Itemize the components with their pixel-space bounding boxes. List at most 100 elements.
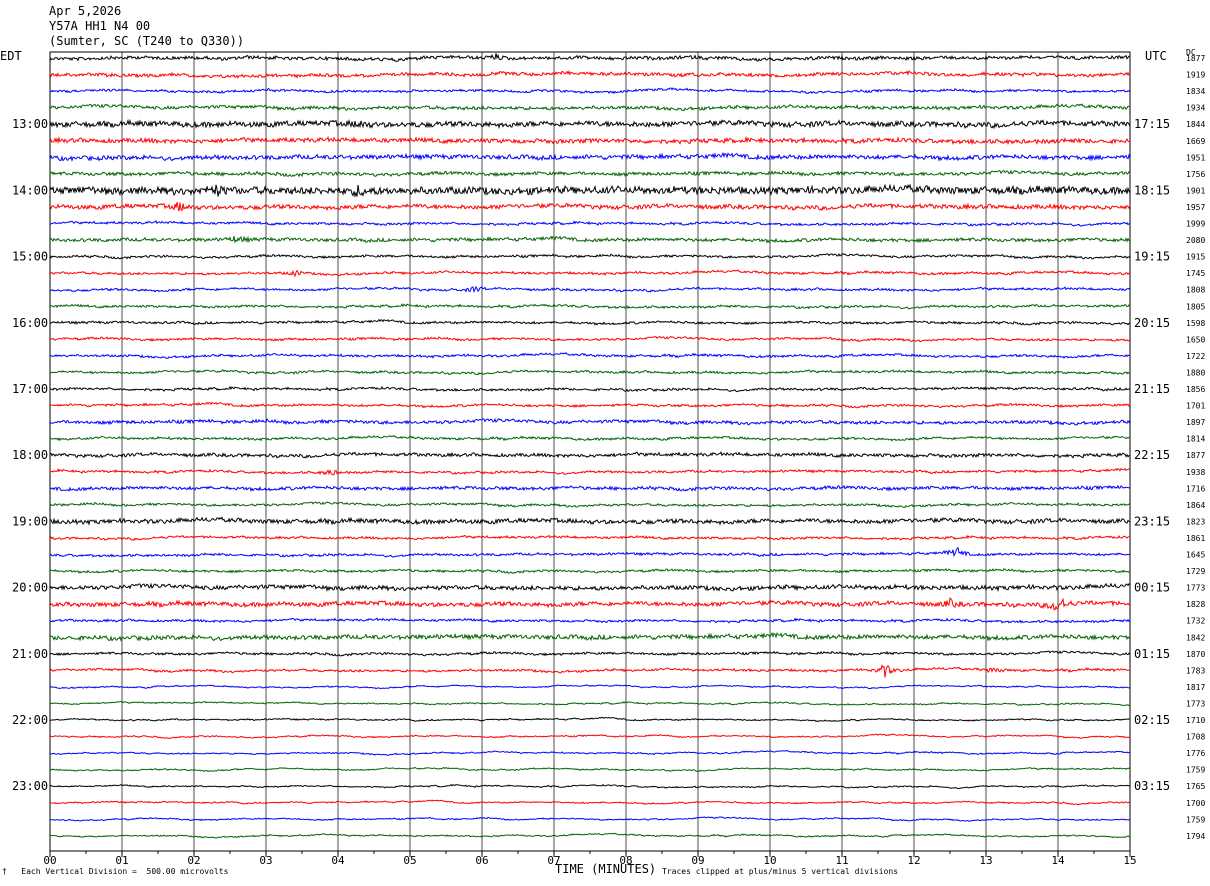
seismic-trace <box>49 53 1130 62</box>
x-tick-label: 14 <box>1051 854 1065 867</box>
seismic-trace <box>49 303 1131 310</box>
seismic-trace <box>49 253 1131 260</box>
x-tick-label: 07 <box>547 854 560 867</box>
dc-offset-label: 1951 <box>1186 153 1205 162</box>
left-time-label: 20:00 <box>12 581 48 595</box>
dc-offset-label: 1710 <box>1186 716 1205 725</box>
right-timezone-label: UTC <box>1145 49 1167 63</box>
left-time-label: 16:00 <box>12 316 48 330</box>
seismic-trace <box>49 582 1131 593</box>
dc-offset-label: 1701 <box>1186 402 1205 411</box>
seismic-trace <box>49 169 1131 178</box>
dc-offset-label: 1880 <box>1186 368 1205 377</box>
dc-offset-label: 1919 <box>1186 71 1205 80</box>
seismic-trace <box>49 318 1131 326</box>
dc-offset-label: 1897 <box>1186 418 1205 427</box>
dc-offset-label: 1783 <box>1186 666 1205 675</box>
footer-scale-note: † Each Vertical Division = 500.00 microv… <box>2 867 228 876</box>
seismic-trace <box>49 783 1131 790</box>
dc-offset-label: 1645 <box>1186 551 1205 560</box>
right-time-label: 18:15 <box>1134 183 1170 197</box>
left-time-label: 18:00 <box>12 448 48 462</box>
seismic-trace <box>50 816 1131 822</box>
dc-offset-label: 1708 <box>1186 733 1205 742</box>
dc-offset-label: 1828 <box>1186 600 1205 609</box>
dc-offset-label: 1817 <box>1186 683 1205 692</box>
dc-offset-label: 1870 <box>1186 650 1205 659</box>
seismic-trace <box>49 749 1131 756</box>
dc-offset-label: 1650 <box>1186 335 1205 344</box>
seismic-trace <box>49 220 1131 227</box>
left-time-label: 19:00 <box>12 514 48 528</box>
seismic-trace <box>49 501 1131 508</box>
seismic-trace <box>49 596 1131 611</box>
seismic-trace <box>49 832 1131 839</box>
dc-offset-label: 1864 <box>1186 501 1205 510</box>
seismic-trace <box>49 664 1131 678</box>
dc-offset-label: 1598 <box>1186 319 1205 328</box>
seismic-trace <box>49 417 1131 426</box>
dc-offset-label: 1759 <box>1186 766 1205 775</box>
seismic-trace <box>49 546 1131 558</box>
seismic-trace <box>49 684 1131 690</box>
right-time-label: 02:15 <box>1134 713 1170 727</box>
seismic-trace <box>49 733 1131 740</box>
dc-offset-label: 1915 <box>1186 253 1205 262</box>
seismic-trace <box>50 401 1131 409</box>
dc-offset-label: 1794 <box>1186 832 1205 841</box>
x-tick-label: 06 <box>475 854 488 867</box>
seismic-trace <box>49 766 1131 773</box>
dc-offset-label: 1773 <box>1186 699 1205 708</box>
footer-mark: † <box>2 867 7 876</box>
x-tick-label: 08 <box>619 854 632 867</box>
seismic-trace <box>49 87 1131 95</box>
x-tick-label: 10 <box>763 854 776 867</box>
seismic-trace <box>49 567 1131 574</box>
seismic-trace <box>49 118 1131 130</box>
x-tick-label: 01 <box>115 854 128 867</box>
seismic-trace <box>49 135 1131 146</box>
plot-date: Apr 5,2026 <box>49 4 122 18</box>
x-tick-label: 11 <box>835 854 848 867</box>
seismic-trace <box>49 716 1130 723</box>
seismic-trace <box>49 467 1130 476</box>
dc-offset-label: 1805 <box>1186 302 1205 311</box>
left-time-label: 14:00 <box>12 183 48 197</box>
dc-offset-label: 1700 <box>1186 799 1205 808</box>
seismic-trace <box>49 103 1130 112</box>
left-time-label: 23:00 <box>12 779 48 793</box>
right-time-label: 17:15 <box>1134 117 1170 131</box>
dc-offset-label: 1823 <box>1186 517 1205 526</box>
right-time-label: 23:15 <box>1134 514 1170 528</box>
seismic-trace <box>49 202 1131 212</box>
dc-offset-label: 1669 <box>1186 137 1205 146</box>
right-time-label: 21:15 <box>1134 382 1170 396</box>
dc-offset-label: 1759 <box>1186 815 1205 824</box>
right-time-label: 20:15 <box>1134 316 1170 330</box>
dc-offset-label: 1938 <box>1186 468 1205 477</box>
seismic-trace <box>49 534 1130 541</box>
seismic-trace <box>49 385 1131 393</box>
plot-title: Y57A HH1 N4 00 <box>49 19 151 33</box>
right-time-label: 00:15 <box>1134 581 1170 595</box>
footer-scale-text: Each Vertical Division = 500.00 microvol… <box>21 867 229 876</box>
dc-offset-label: 1765 <box>1186 782 1205 791</box>
seismic-trace <box>49 352 1131 359</box>
x-tick-label: 00 <box>43 854 56 867</box>
dc-offset-label: 1773 <box>1186 584 1205 593</box>
seismic-trace <box>49 151 1131 162</box>
dc-offset-label: 1856 <box>1186 385 1205 394</box>
dc-offset-label: 1808 <box>1186 286 1205 295</box>
x-tick-label: 02 <box>187 854 200 867</box>
dc-offset-label: 1732 <box>1186 617 1205 626</box>
dc-offset-label: 1877 <box>1186 54 1205 63</box>
seismic-trace <box>49 235 1131 244</box>
seismic-trace <box>49 269 1131 278</box>
x-tick-label: 04 <box>331 854 345 867</box>
seismic-trace <box>49 650 1131 657</box>
x-axis-label: TIME (MINUTES) <box>555 862 657 876</box>
seismic-trace <box>49 183 1131 198</box>
footer-clip-note: Traces clipped at plus/minus 5 vertical … <box>662 867 899 876</box>
plot-location: (Sumter, SC (T240 to Q330)) <box>49 34 245 48</box>
